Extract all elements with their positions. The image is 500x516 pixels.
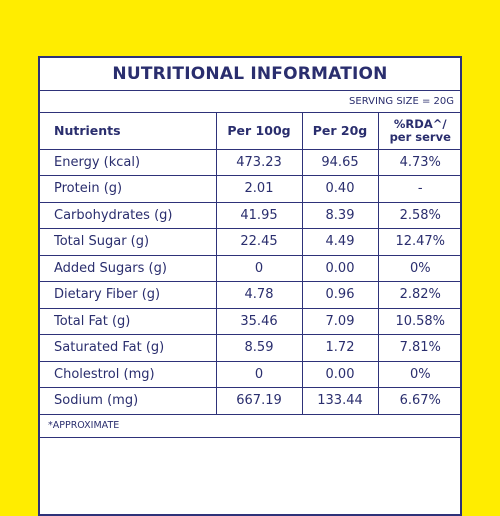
rda-cell: 2.82% xyxy=(377,281,462,309)
nutrient-name-cell: Carbohydrates (g) xyxy=(40,201,217,229)
per-20g-cell: 0.40 xyxy=(301,175,379,203)
per-20g-cell: 8.39 xyxy=(301,201,379,229)
per-100g-cell: 4.78 xyxy=(215,281,303,309)
rda-cell: 4.73% xyxy=(377,149,462,176)
header-nutrients: Nutrients xyxy=(40,113,217,150)
per-20g-cell: 1.72 xyxy=(301,334,379,362)
header-rda: %RDA^/ per serve xyxy=(377,113,462,150)
nutrient-name-cell: Energy (kcal) xyxy=(40,149,217,176)
rda-cell: 2.58% xyxy=(377,201,462,229)
header-rda-line1: %RDA^/ xyxy=(393,116,447,131)
rda-cell: 0% xyxy=(377,360,462,388)
table-row: Sodium (mg) 667.19 133.44 6.67% xyxy=(40,387,462,415)
nutrition-table: Nutrients Per 100g Per 20g %RDA^/ per se… xyxy=(40,113,462,415)
rda-cell: 6.67% xyxy=(377,387,462,415)
per-100g-cell: 473.23 xyxy=(215,149,303,176)
per-100g-cell: 2.01 xyxy=(215,175,303,203)
nutrient-name-cell: Total Fat (g) xyxy=(40,307,217,335)
per-20g-cell: 133.44 xyxy=(301,387,379,415)
nutrient-name-cell: Total Sugar (g) xyxy=(40,228,217,256)
nutrient-name-cell: Protein (g) xyxy=(40,175,217,203)
table-row: Energy (kcal) 473.23 94.65 4.73% xyxy=(40,149,462,176)
nutrition-panel: NUTRITIONAL INFORMATION SERVING SIZE = 2… xyxy=(38,56,462,516)
header-rda-line2: per serve xyxy=(389,129,451,144)
table-header-row: Nutrients Per 100g Per 20g %RDA^/ per se… xyxy=(40,113,462,150)
table-row: Saturated Fat (g) 8.59 1.72 7.81% xyxy=(40,334,462,362)
table-row: Dietary Fiber (g) 4.78 0.96 2.82% xyxy=(40,281,462,309)
per-20g-cell: 0.96 xyxy=(301,281,379,309)
nutrient-name-cell: Added Sugars (g) xyxy=(40,254,217,282)
nutrient-name-cell: Dietary Fiber (g) xyxy=(40,281,217,309)
per-100g-cell: 667.19 xyxy=(215,387,303,415)
per-20g-cell: 4.49 xyxy=(301,228,379,256)
rda-cell: 10.58% xyxy=(377,307,462,335)
table-row: Added Sugars (g) 0 0.00 0% xyxy=(40,254,462,282)
per-100g-cell: 41.95 xyxy=(215,201,303,229)
per-100g-cell: 22.45 xyxy=(215,228,303,256)
serving-size: SERVING SIZE = 20G xyxy=(40,91,460,113)
panel-title: NUTRITIONAL INFORMATION xyxy=(40,58,460,91)
rda-cell: 7.81% xyxy=(377,334,462,362)
table-row: Protein (g) 2.01 0.40- xyxy=(40,175,462,203)
per-20g-cell: 94.65 xyxy=(301,149,379,176)
per-20g-cell: 0.00 xyxy=(301,360,379,388)
table-row: Carbohydrates (g) 41.95 8.39 2.58% xyxy=(40,201,462,229)
table-row: Total Sugar (g) 22.45 4.49 12.47% xyxy=(40,228,462,256)
per-20g-cell: 0.00 xyxy=(301,254,379,282)
per-100g-cell: 0 xyxy=(215,254,303,282)
rda-cell: 0% xyxy=(377,254,462,282)
table-row: Total Fat (g) 35.46 7.09 10.58% xyxy=(40,307,462,335)
nutrient-name-cell: Sodium (mg) xyxy=(40,387,217,415)
per-100g-cell: 8.59 xyxy=(215,334,303,362)
per-100g-cell: 0 xyxy=(215,360,303,388)
header-per-100g: Per 100g xyxy=(215,113,303,150)
nutrient-name-cell: Saturated Fat (g) xyxy=(40,334,217,362)
per-20g-cell: 7.09 xyxy=(301,307,379,335)
rda-cell: - xyxy=(377,175,462,203)
rda-cell: 12.47% xyxy=(377,228,462,256)
header-per-20g: Per 20g xyxy=(301,113,379,150)
nutrient-name-cell: Cholestrol (mg) xyxy=(40,360,217,388)
footnote: *APPROXIMATE xyxy=(40,415,460,438)
per-100g-cell: 35.46 xyxy=(215,307,303,335)
table-row: Cholestrol (mg) 0 0.00 0% xyxy=(40,360,462,388)
